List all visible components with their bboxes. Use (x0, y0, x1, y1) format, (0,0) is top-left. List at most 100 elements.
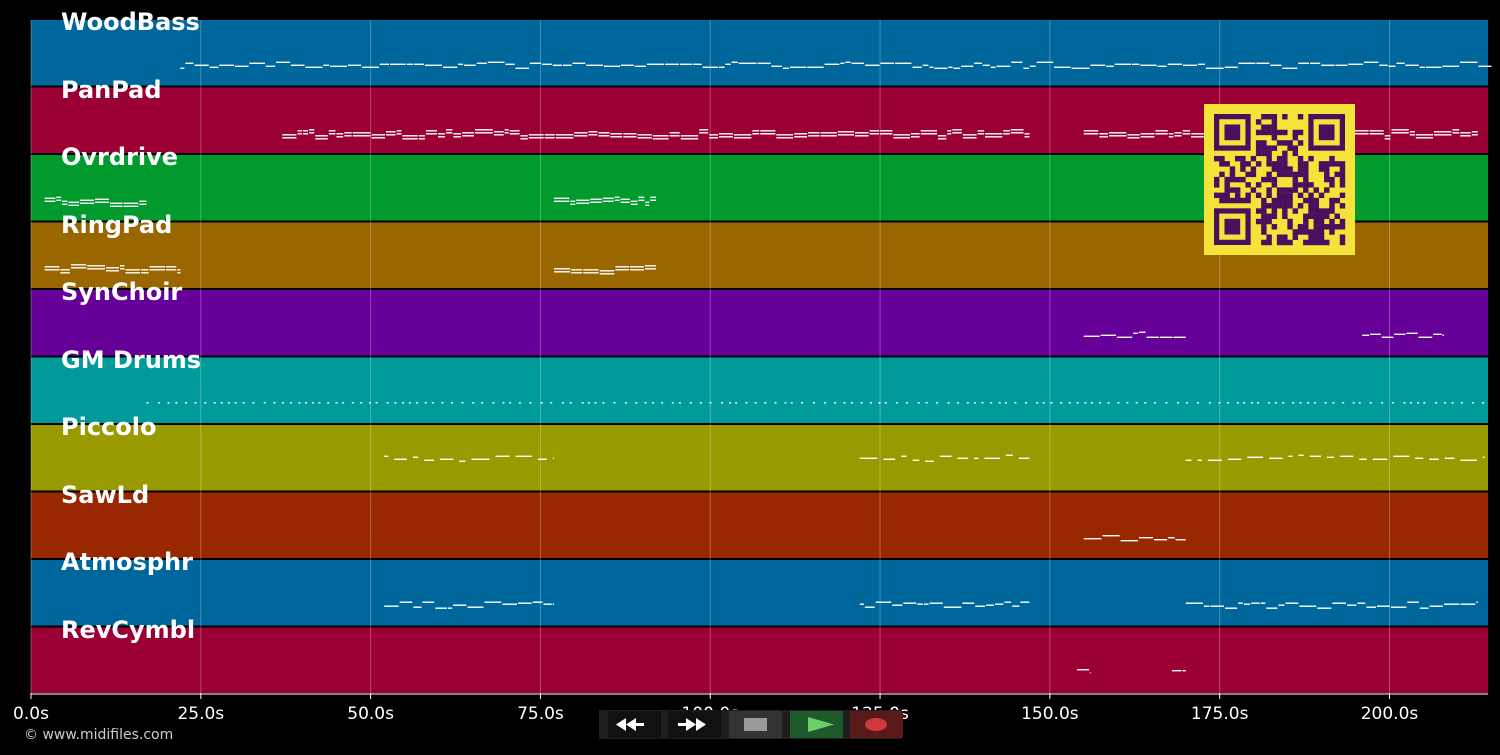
note (599, 273, 615, 275)
note (912, 66, 922, 68)
note (504, 129, 509, 131)
note (709, 402, 712, 404)
note (1379, 64, 1388, 66)
note (985, 136, 1003, 138)
note (62, 203, 68, 205)
note (808, 132, 820, 134)
note (1372, 458, 1388, 460)
note (1418, 336, 1433, 338)
note (1005, 454, 1013, 456)
note (855, 135, 869, 137)
note (1177, 402, 1180, 404)
note (808, 135, 820, 137)
note (784, 402, 787, 404)
note (1133, 332, 1138, 334)
note (528, 134, 544, 136)
note (139, 203, 147, 205)
note (837, 134, 854, 136)
fast-forward-button[interactable] (668, 711, 721, 738)
stop-button[interactable] (729, 711, 782, 738)
track-lane (31, 425, 1488, 491)
note (554, 197, 570, 199)
note (62, 200, 68, 202)
note (957, 457, 969, 459)
note (520, 135, 528, 137)
note (843, 402, 846, 404)
note (44, 266, 60, 268)
note (733, 134, 752, 136)
note (396, 130, 402, 132)
time-tick-label: 75.0s (517, 704, 564, 724)
rewind-button[interactable] (608, 711, 661, 738)
note (1369, 130, 1384, 132)
time-tick-label: 150.0s (1021, 704, 1079, 724)
note (977, 130, 984, 132)
note (953, 67, 961, 69)
note (297, 130, 302, 132)
note (1140, 136, 1155, 138)
note (1347, 604, 1357, 606)
note (752, 133, 760, 135)
note (982, 64, 990, 66)
note (680, 138, 699, 140)
note (220, 402, 223, 404)
note (678, 402, 681, 404)
note (562, 64, 572, 66)
note (1003, 130, 1010, 132)
note (402, 138, 418, 140)
note (515, 455, 532, 457)
note (1435, 402, 1438, 404)
note (1127, 134, 1140, 136)
note (517, 602, 532, 604)
note (149, 266, 165, 268)
note (588, 134, 598, 136)
note (342, 402, 344, 404)
note (1029, 65, 1036, 67)
note (962, 602, 975, 604)
note (620, 64, 634, 66)
note (438, 133, 445, 135)
note (1099, 133, 1108, 135)
note (209, 66, 219, 68)
note (583, 272, 599, 274)
note (1099, 402, 1101, 404)
note (586, 64, 603, 66)
note (865, 64, 880, 66)
note (1314, 402, 1316, 404)
note (1342, 402, 1345, 404)
note (1268, 402, 1271, 404)
note (1370, 333, 1381, 335)
note (880, 133, 893, 135)
note (895, 62, 912, 64)
note (794, 136, 808, 138)
note (1154, 539, 1168, 541)
note (139, 200, 147, 202)
note (1451, 402, 1454, 404)
note (175, 402, 178, 404)
note (962, 134, 977, 136)
note (1362, 334, 1370, 336)
note (219, 64, 234, 66)
note (1109, 132, 1127, 134)
note (44, 200, 56, 202)
note (1099, 136, 1108, 138)
note (1415, 457, 1424, 459)
record-button[interactable] (850, 711, 903, 738)
note (1376, 605, 1390, 607)
note (439, 458, 454, 460)
note (1460, 135, 1471, 137)
note (1227, 402, 1230, 404)
note (1444, 603, 1460, 605)
note (962, 137, 977, 139)
track-name: GM Drums (61, 345, 202, 374)
note (1144, 402, 1147, 404)
note (1429, 458, 1439, 460)
note (1159, 336, 1173, 338)
note (719, 133, 733, 135)
note (1172, 670, 1182, 672)
note (1077, 669, 1089, 671)
note (1083, 133, 1099, 135)
note (820, 135, 837, 137)
track-name: Ovrdrive (61, 143, 179, 171)
play-button[interactable] (790, 711, 843, 738)
